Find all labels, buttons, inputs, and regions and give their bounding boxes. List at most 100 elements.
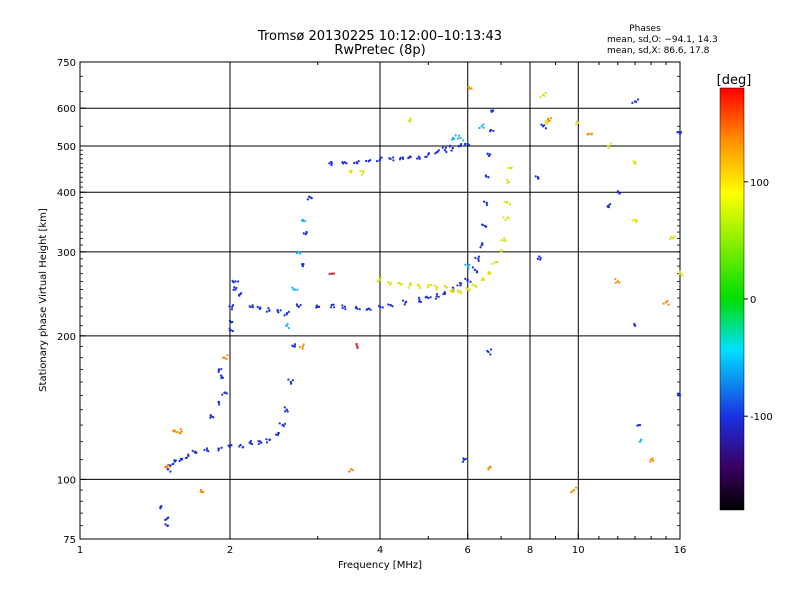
data-point [544,120,547,123]
data-point [443,284,447,287]
data-point [635,219,639,222]
data-point [424,296,427,299]
data-point [356,346,359,350]
data-point [391,305,394,308]
data-point [260,441,263,444]
data-point [167,516,170,519]
data-point [392,159,395,162]
data-point [231,320,234,324]
data-point [488,153,492,156]
data-point [461,460,465,463]
y-tick-label: 400 [57,188,76,199]
data-point [434,152,437,155]
data-point [434,297,437,300]
data-point [502,239,506,242]
data-point [456,289,459,292]
data-point [231,329,234,333]
colorbar-tick-label: 0 [750,295,756,306]
data-point [387,281,390,284]
data-point [538,255,541,258]
colorbar [719,87,745,511]
data-point [165,465,169,468]
data-point [310,197,313,200]
data-point [257,442,260,446]
data-point [286,322,289,326]
data-point [341,161,344,164]
x-tick-label: 1 [77,545,83,556]
data-point [482,126,485,129]
y-tick-label: 600 [57,104,76,115]
data-point [454,134,457,137]
data-point [277,431,280,435]
data-point [500,239,503,242]
data-point [451,288,455,291]
data-point [540,123,543,126]
data-point [251,306,255,309]
data-point [278,422,281,425]
data-point [228,305,231,308]
data-point [377,279,380,282]
data-point [276,433,280,437]
data-point [435,292,439,296]
data-point [318,305,321,308]
data-point [341,306,344,310]
data-point [460,282,463,285]
data-point [350,169,353,172]
data-point [544,127,548,130]
data-point [330,272,334,275]
data-point [444,146,447,149]
data-point [401,299,405,302]
data-point [506,216,509,219]
y-axis-label: Stationary phase Virtual Height [km] [38,208,49,392]
data-point [389,282,392,285]
data-point [610,142,613,145]
data-point [464,263,467,266]
data-point [285,408,288,411]
data-point [651,457,654,460]
data-point [401,156,404,159]
data-point [348,470,351,473]
data-point [389,304,392,307]
data-point [205,447,209,450]
data-point [369,159,372,162]
data-point [387,303,390,306]
data-point [195,451,198,455]
data-point [465,286,468,289]
data-point [165,518,168,521]
data-point [179,457,182,461]
data-point [429,296,432,299]
data-point [495,260,498,264]
data-point [365,308,368,311]
data-point [607,146,610,150]
data-point [488,272,491,275]
data-point [618,281,621,284]
data-point [441,146,444,149]
data-point [471,283,474,286]
data-point [478,126,481,130]
data-point [467,287,470,290]
data-point [466,279,469,282]
data-point [279,309,282,312]
data-point [433,284,436,287]
data-point [330,160,333,163]
data-point [487,154,490,158]
data-point [459,142,463,146]
data-point [459,290,462,293]
data-point [418,298,421,301]
data-point [166,524,169,527]
data-point [191,449,194,452]
data-point [164,523,167,526]
data-point [287,326,290,330]
data-point [539,95,542,98]
data-point [667,303,670,306]
data-point [510,166,513,170]
data-point [227,444,230,447]
data-point [457,291,460,294]
data-point [234,288,237,291]
data-point [669,236,673,239]
data-point [401,282,404,286]
data-point [450,149,453,152]
data-point [234,280,237,283]
data-point [617,190,620,193]
data-point [435,295,438,298]
